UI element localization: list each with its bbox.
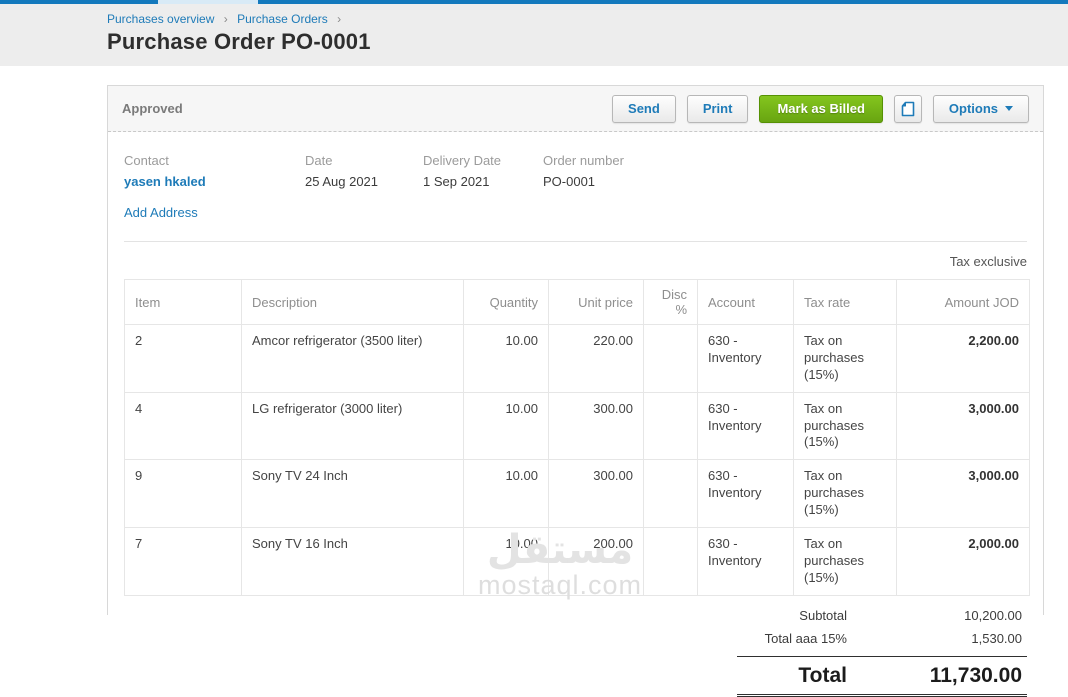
subtotal-value: 10,200.00 bbox=[964, 607, 1022, 623]
breadcrumb: Purchases overview › Purchase Orders › bbox=[107, 12, 1068, 26]
cell-item: 9 bbox=[124, 459, 242, 529]
order-number-value: PO-0001 bbox=[543, 174, 596, 189]
delivery-date-label: Delivery Date bbox=[423, 153, 502, 168]
cell-amount: 3,000.00 bbox=[896, 459, 1030, 529]
order-details: Contact yasen hkaled Add Address Date 25… bbox=[108, 132, 1043, 220]
cell-tax-rate: Tax on purchases (15%) bbox=[793, 324, 897, 393]
options-button[interactable]: Options bbox=[932, 94, 1029, 123]
cell-description: Sony TV 24 Inch bbox=[241, 459, 464, 529]
breadcrumb-separator: › bbox=[337, 12, 342, 26]
date-label: Date bbox=[305, 153, 333, 168]
col-header-unit-price: Unit price bbox=[548, 279, 644, 325]
cell-description: Sony TV 16 Inch bbox=[241, 527, 464, 596]
breadcrumb-separator: › bbox=[223, 12, 228, 26]
subtotal-row: Subtotal 10,200.00 bbox=[737, 604, 1027, 627]
send-button[interactable]: Send bbox=[612, 94, 676, 123]
chevron-down-icon bbox=[1005, 106, 1013, 111]
cell-quantity: 10.00 bbox=[463, 324, 549, 393]
cell-account: 630 - Inventory bbox=[697, 324, 794, 393]
contact-link[interactable]: yasen hkaled bbox=[124, 174, 206, 189]
col-header-item: Item bbox=[124, 279, 242, 325]
cell-disc bbox=[643, 459, 698, 529]
tax-total-value: 1,530.00 bbox=[971, 630, 1022, 646]
date-value: 25 Aug 2021 bbox=[305, 174, 379, 189]
cell-disc bbox=[643, 527, 698, 596]
cell-amount: 2,200.00 bbox=[896, 324, 1030, 393]
cell-tax-rate: Tax on purchases (15%) bbox=[793, 459, 897, 529]
cell-unit-price: 300.00 bbox=[548, 459, 644, 529]
tax-total-row: Total aaa 15% 1,530.00 bbox=[737, 627, 1027, 650]
tax-exclusive-note: Tax exclusive bbox=[949, 254, 1027, 269]
copy-document-button[interactable] bbox=[893, 94, 922, 123]
cell-account: 630 - Inventory bbox=[697, 527, 794, 596]
section-divider bbox=[124, 241, 1027, 242]
contact-label: Contact bbox=[124, 153, 169, 168]
cell-disc bbox=[643, 324, 698, 393]
options-button-label: Options bbox=[948, 101, 998, 116]
subtotal-label: Subtotal bbox=[799, 607, 847, 623]
cell-unit-price: 200.00 bbox=[548, 527, 644, 596]
cell-quantity: 10.00 bbox=[463, 459, 549, 529]
table-header-row: Item Description Quantity Unit price Dis… bbox=[124, 279, 1030, 325]
col-header-description: Description bbox=[241, 279, 464, 325]
top-accent-bar bbox=[0, 0, 1068, 4]
panel-header: Approved Send Print Mark as Billed Optio… bbox=[108, 86, 1043, 132]
table-row: 2 Amcor refrigerator (3500 liter) 10.00 … bbox=[124, 324, 1030, 393]
cell-quantity: 10.00 bbox=[463, 391, 549, 461]
cell-tax-rate: Tax on purchases (15%) bbox=[793, 527, 897, 596]
cell-item: 2 bbox=[124, 324, 242, 393]
print-button[interactable]: Print bbox=[686, 94, 749, 123]
cell-quantity: 10.00 bbox=[463, 527, 549, 596]
delivery-date-column: Delivery Date 1 Sep 2021 bbox=[423, 153, 543, 220]
grand-total-label: Total bbox=[798, 663, 847, 687]
breadcrumb-link-purchases-overview[interactable]: Purchases overview bbox=[107, 12, 215, 26]
cell-tax-rate: Tax on purchases (15%) bbox=[793, 391, 897, 461]
purchase-order-panel: Approved Send Print Mark as Billed Optio… bbox=[107, 85, 1044, 697]
col-header-account: Account bbox=[697, 279, 794, 325]
date-column: Date 25 Aug 2021 bbox=[305, 153, 423, 220]
top-accent-active-segment bbox=[158, 0, 258, 4]
grand-total-value: 11,730.00 bbox=[929, 663, 1022, 687]
status-label: Approved bbox=[122, 101, 183, 116]
cell-unit-price: 300.00 bbox=[548, 391, 644, 461]
contact-column: Contact yasen hkaled Add Address bbox=[124, 153, 305, 220]
cell-item: 7 bbox=[124, 527, 242, 596]
tax-total-label: Total aaa 15% bbox=[764, 630, 847, 646]
grand-total-row: Total 11,730.00 bbox=[737, 655, 1027, 697]
cell-amount: 2,000.00 bbox=[896, 527, 1030, 596]
cell-account: 630 - Inventory bbox=[697, 459, 794, 529]
line-items-table: Item Description Quantity Unit price Dis… bbox=[124, 279, 1030, 596]
totals: Subtotal 10,200.00 Total aaa 15% 1,530.0… bbox=[737, 604, 1027, 697]
action-buttons: Send Print Mark as Billed Options bbox=[612, 94, 1029, 123]
table-row: 4 LG refrigerator (3000 liter) 10.00 300… bbox=[124, 391, 1030, 461]
col-header-disc: Disc % bbox=[643, 279, 698, 325]
cell-amount: 3,000.00 bbox=[896, 391, 1030, 461]
cell-unit-price: 220.00 bbox=[548, 324, 644, 393]
table-row: 7 Sony TV 16 Inch 10.00 200.00 630 - Inv… bbox=[124, 527, 1030, 596]
document-icon bbox=[901, 101, 915, 116]
order-number-column: Order number PO-0001 bbox=[543, 153, 1027, 220]
breadcrumb-link-purchase-orders[interactable]: Purchase Orders bbox=[237, 12, 328, 26]
col-header-tax-rate: Tax rate bbox=[793, 279, 897, 325]
add-address-link[interactable]: Add Address bbox=[124, 205, 198, 220]
page-title: Purchase Order PO-0001 bbox=[107, 29, 371, 54]
cell-disc bbox=[643, 391, 698, 461]
table-row: 9 Sony TV 24 Inch 10.00 300.00 630 - Inv… bbox=[124, 459, 1030, 529]
col-header-quantity: Quantity bbox=[463, 279, 549, 325]
mark-as-billed-button[interactable]: Mark as Billed bbox=[759, 94, 883, 123]
col-header-amount: Amount JOD bbox=[896, 279, 1030, 325]
delivery-date-value: 1 Sep 2021 bbox=[423, 174, 490, 189]
cell-description: LG refrigerator (3000 liter) bbox=[241, 391, 464, 461]
page-header: Purchases overview › Purchase Orders › P… bbox=[0, 4, 1068, 66]
cell-item: 4 bbox=[124, 391, 242, 461]
cell-account: 630 - Inventory bbox=[697, 391, 794, 461]
cell-description: Amcor refrigerator (3500 liter) bbox=[241, 324, 464, 393]
order-number-label: Order number bbox=[543, 153, 624, 168]
